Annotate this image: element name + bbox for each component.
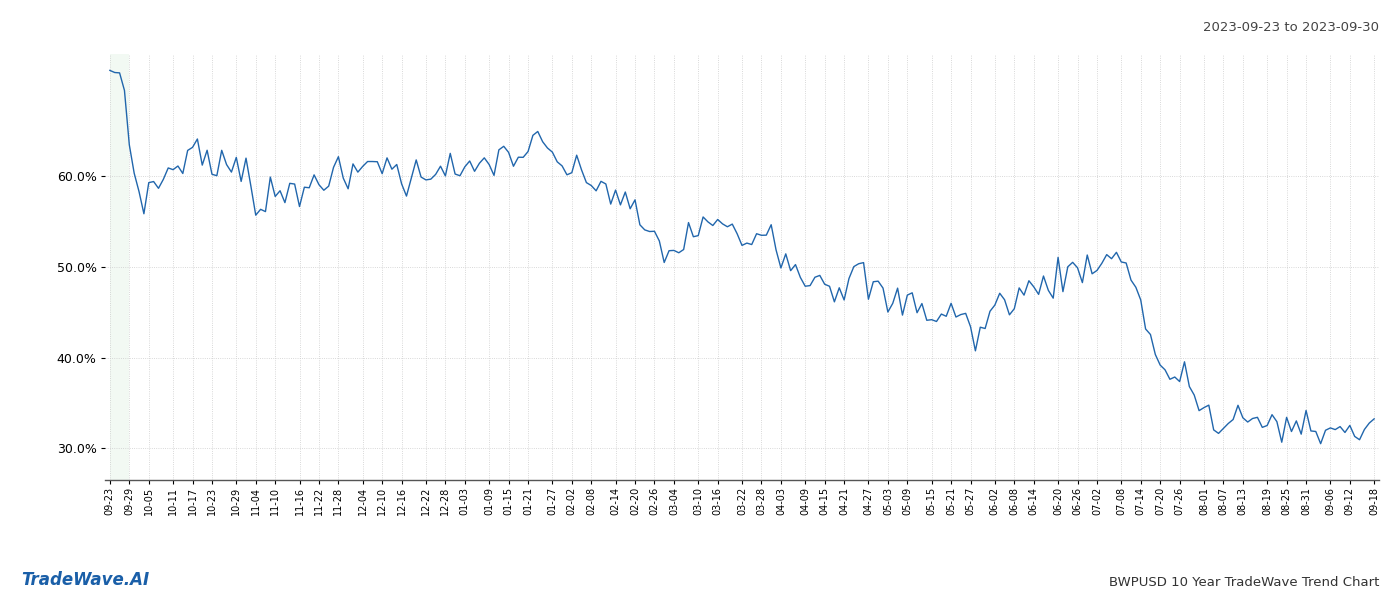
Text: BWPUSD 10 Year TradeWave Trend Chart: BWPUSD 10 Year TradeWave Trend Chart [1109,576,1379,589]
Bar [109,54,129,480]
Text: TradeWave.AI: TradeWave.AI [21,571,150,589]
Text: 2023-09-23 to 2023-09-30: 2023-09-23 to 2023-09-30 [1203,21,1379,34]
